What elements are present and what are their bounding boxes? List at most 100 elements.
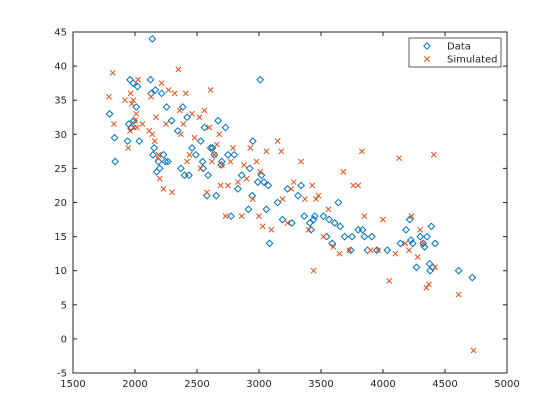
data-point-diamond [212,191,221,200]
data-point-x [309,182,316,189]
data-point-x [158,80,165,87]
data-point-diamond [310,212,319,221]
data-point-diamond [206,144,215,152]
data-point-diamond [300,212,309,221]
data-point-diamond [367,232,376,241]
data-point-diamond [319,212,328,221]
y-tick-label: 15 [54,232,67,243]
data-point-x [217,182,224,189]
data-point-diamond [278,215,287,224]
data-point-diamond [257,171,266,180]
data-point-x [109,69,116,76]
data-point-diamond [149,150,157,159]
data-point-x [135,76,142,83]
legend-box [408,37,502,68]
data-point-x [197,165,204,172]
data-point-x [189,110,195,117]
data-point-diamond [199,164,208,173]
data-point-x [336,250,343,257]
data-point-diamond [200,123,209,132]
data-point-diamond [191,150,200,159]
data-point-x [184,158,191,165]
y-tick-label: -5 [57,369,67,380]
data-point-x [263,148,270,155]
data-point-x [153,114,160,121]
data-point-x [346,247,353,254]
data-point-x [432,264,439,271]
data-point-x [191,134,198,141]
data-point-diamond [230,150,239,159]
data-point-diamond [358,225,367,234]
data-point-diamond [348,232,356,241]
data-point-x [288,185,295,192]
data-point-diamond [162,103,171,111]
data-point-x [155,151,162,158]
data-point-diamond [360,232,369,241]
data-point-x [257,168,264,175]
data-point-x [186,151,193,158]
data-point-x [325,206,332,213]
data-point-x [180,121,187,128]
data-point-x [417,226,424,233]
data-point-diamond [420,242,429,251]
data-point-diamond [135,137,144,146]
data-point-x [110,121,117,128]
data-point-diamond [167,116,176,125]
data-point-diamond [454,266,463,275]
data-point-x [402,240,409,247]
y-axis: -5 0 5 10 15 20 25 30 35 40 45 [54,28,507,380]
data-point-diamond [262,205,271,214]
data-point-diamond [383,246,392,255]
data-point-x [133,110,140,117]
data-point-diamond [325,215,333,224]
data-point-diamond [204,171,213,180]
data-point-x [177,131,184,138]
data-point-x [207,87,214,93]
data-point-diamond [416,232,425,241]
data-point-x [298,158,305,165]
data-point-diamond [264,181,273,190]
x-tick-label: 4500 [432,379,457,390]
data-point-diamond [287,219,296,227]
data-point-x [160,185,167,192]
data-point-x [139,121,146,128]
data-point-diamond [237,171,246,180]
data-point-x [243,175,250,182]
data-point-x [330,243,337,250]
x-tick-label: 3000 [246,379,271,390]
data-point-diamond [214,116,222,125]
data-point-x [175,66,182,73]
data-point-diamond [224,150,232,159]
data-point-x [234,179,241,185]
data-point-x [169,189,176,196]
data-point-x [419,240,426,247]
data-point-diamond [328,239,337,248]
data-point-x [222,213,229,220]
series-layer [105,34,477,354]
data-point-x [414,254,421,261]
x-tick-label: 4000 [370,379,395,390]
data-point-diamond [244,205,253,214]
data-point-diamond [405,215,414,224]
data-point-diamond [427,222,436,231]
data-point-x [290,179,297,185]
series-simulated [106,66,477,354]
data-point-x [133,124,140,131]
y-tick-label: 20 [54,198,67,209]
data-point-diamond [151,86,160,94]
data-point-diamond [157,89,166,98]
data-point-x [122,97,129,104]
data-point-diamond [148,34,157,43]
data-point-diamond [256,75,265,84]
data-point-x [375,247,381,254]
data-point-diamond [468,273,477,282]
data-point-diamond [123,137,132,146]
data-point-x [259,223,266,230]
data-point-x [176,107,183,114]
data-point-x [455,291,462,298]
data-point-x [278,148,285,155]
data-point-diamond [188,144,196,152]
data-point-x [203,189,210,196]
data-point-x [165,87,172,93]
